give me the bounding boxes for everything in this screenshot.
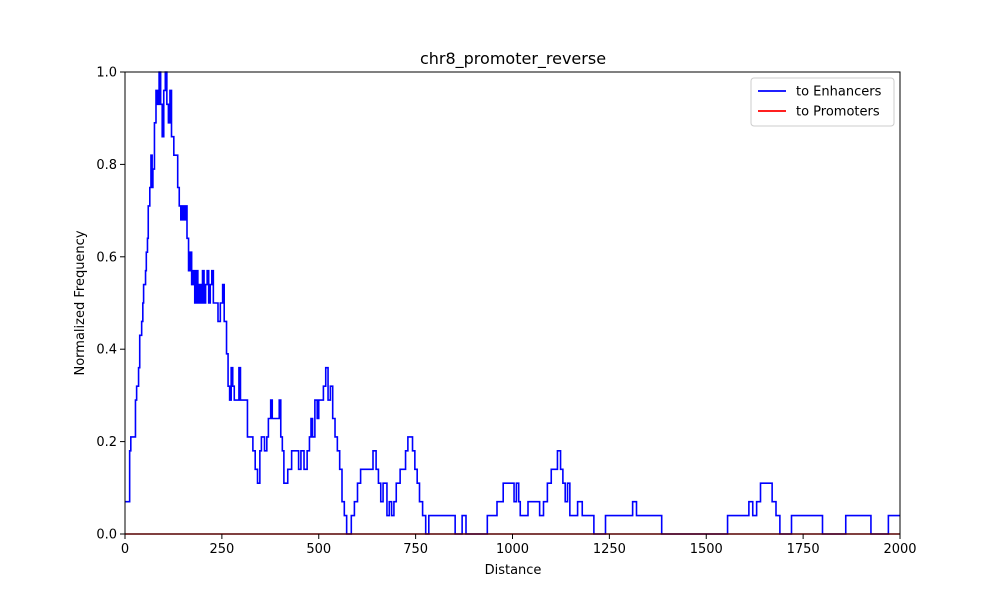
x-tick-label: 750 bbox=[403, 542, 428, 557]
y-tick-label: 0.6 bbox=[96, 250, 117, 265]
y-tick-label: 0.2 bbox=[96, 435, 117, 450]
x-tick-label: 2000 bbox=[883, 542, 916, 557]
plot-area bbox=[124, 71, 901, 535]
plot-background bbox=[125, 72, 900, 534]
legend: to Enhancers to Promoters bbox=[750, 77, 895, 127]
legend-entry-label: to Promoters bbox=[796, 105, 880, 120]
x-tick-label: 1750 bbox=[787, 542, 820, 557]
x-axis: 0 250 500 750 1000 1250 1500 1750 2000 bbox=[121, 534, 917, 557]
x-tick-label: 1000 bbox=[496, 542, 529, 557]
x-tick-label: 0 bbox=[121, 542, 129, 557]
x-tick-label: 250 bbox=[209, 542, 234, 557]
series-line-enhancers bbox=[125, 71, 900, 535]
x-tick-label: 500 bbox=[306, 542, 331, 557]
x-axis-label: Distance bbox=[485, 563, 542, 578]
x-tick-label: 1250 bbox=[593, 542, 626, 557]
y-tick-label: 0.8 bbox=[96, 158, 117, 173]
x-tick-label: 1500 bbox=[690, 542, 723, 557]
chart-title: chr8_promoter_reverse bbox=[420, 49, 606, 69]
y-tick-label: 0.0 bbox=[96, 528, 117, 543]
legend-entry-label: to Enhancers bbox=[796, 85, 882, 100]
y-tick-label: 0.4 bbox=[96, 343, 117, 358]
legend-items: to Enhancers to Promoters bbox=[758, 85, 882, 120]
y-axis-label: Normalized Frequency bbox=[73, 230, 88, 375]
y-tick-label: 1.0 bbox=[96, 66, 117, 81]
legend-box bbox=[750, 77, 895, 127]
y-axis: 0.0 0.2 0.4 0.6 0.8 1.0 bbox=[96, 66, 125, 543]
